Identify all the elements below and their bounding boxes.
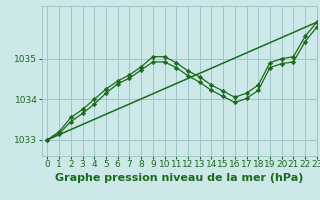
X-axis label: Graphe pression niveau de la mer (hPa): Graphe pression niveau de la mer (hPa) bbox=[55, 173, 303, 183]
